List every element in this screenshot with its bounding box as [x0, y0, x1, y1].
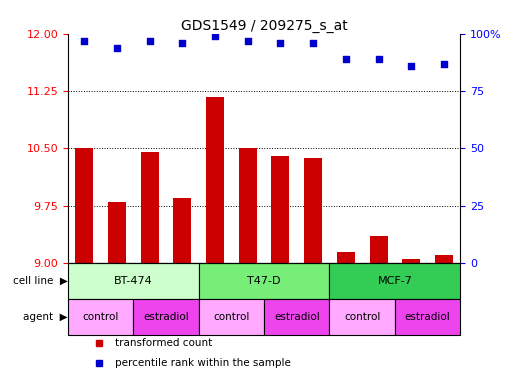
Text: transformed count: transformed count	[115, 338, 212, 348]
Bar	[133, 299, 199, 335]
Point	[244, 38, 252, 44]
Bar	[206, 97, 224, 263]
Point	[276, 40, 285, 46]
Point	[211, 33, 219, 39]
Bar	[329, 299, 395, 335]
Text: estradiol: estradiol	[274, 312, 320, 322]
Point	[374, 56, 383, 62]
Bar	[141, 152, 158, 263]
Text: control: control	[83, 312, 119, 322]
Bar	[108, 202, 126, 263]
Bar	[75, 148, 93, 263]
Text: control: control	[344, 312, 380, 322]
Bar	[395, 299, 460, 335]
Point	[440, 61, 448, 67]
Text: agent  ▶: agent ▶	[24, 312, 68, 322]
Bar	[199, 299, 264, 335]
Bar	[370, 236, 388, 263]
Point	[80, 38, 88, 44]
Point	[342, 56, 350, 62]
Bar	[271, 156, 289, 263]
Bar	[68, 34, 460, 263]
Bar	[264, 299, 329, 335]
Text: T47-D: T47-D	[247, 276, 281, 286]
Bar	[304, 158, 322, 263]
Text: control: control	[213, 312, 249, 322]
Bar	[68, 299, 133, 335]
Point	[113, 45, 121, 51]
Bar	[402, 259, 420, 263]
Bar	[239, 148, 257, 263]
Bar	[174, 198, 191, 263]
Text: estradiol: estradiol	[405, 312, 450, 322]
Bar	[337, 252, 355, 263]
Text: cell line  ▶: cell line ▶	[13, 276, 68, 286]
Text: BT-474: BT-474	[114, 276, 153, 286]
Bar	[199, 263, 329, 299]
Point	[407, 63, 415, 69]
Point	[145, 38, 154, 44]
Bar	[329, 263, 460, 299]
Text: MCF-7: MCF-7	[378, 276, 412, 286]
Bar	[68, 263, 199, 299]
Bar	[435, 255, 453, 263]
Text: estradiol: estradiol	[143, 312, 189, 322]
Point	[178, 40, 187, 46]
Point	[309, 40, 317, 46]
Title: GDS1549 / 209275_s_at: GDS1549 / 209275_s_at	[181, 19, 347, 33]
Text: percentile rank within the sample: percentile rank within the sample	[115, 358, 291, 368]
